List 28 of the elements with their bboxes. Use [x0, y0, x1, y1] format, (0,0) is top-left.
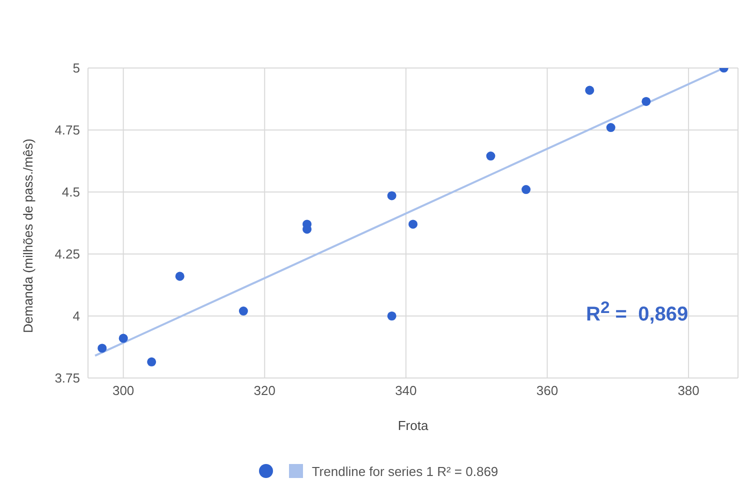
x-tick-label: 380 [678, 383, 700, 398]
y-tick-label: 4.25 [54, 246, 80, 262]
x-tick-label: 340 [395, 383, 417, 398]
y-tick-label: 5 [72, 60, 80, 76]
y-tick-label: 4 [72, 308, 80, 324]
point [387, 311, 396, 321]
point [606, 123, 616, 132]
legend-label: Trendline for series 1 R² = 0.869 [312, 464, 498, 478]
x-tick-label: 320 [254, 383, 276, 398]
point [98, 344, 107, 353]
y-tick-label: 4.75 [54, 122, 80, 138]
point [118, 334, 128, 343]
point [147, 357, 156, 366]
y-tick-label: 3.75 [54, 370, 80, 386]
point [408, 220, 418, 229]
x-axis-title: Frota [398, 418, 429, 433]
point [642, 96, 651, 106]
point [486, 152, 496, 161]
x-tick-label: 360 [536, 383, 558, 398]
x-tick-label: 300 [112, 383, 134, 398]
point [585, 86, 594, 95]
annotation: R$^{2}$ = 0,869 [586, 298, 688, 327]
point [175, 272, 184, 281]
y-axis-title: Demanda (milhões de pass./mês) [20, 138, 36, 333]
y-tick-label: 4.5 [62, 184, 80, 200]
point [387, 191, 396, 200]
point [522, 185, 531, 194]
point [238, 306, 248, 316]
